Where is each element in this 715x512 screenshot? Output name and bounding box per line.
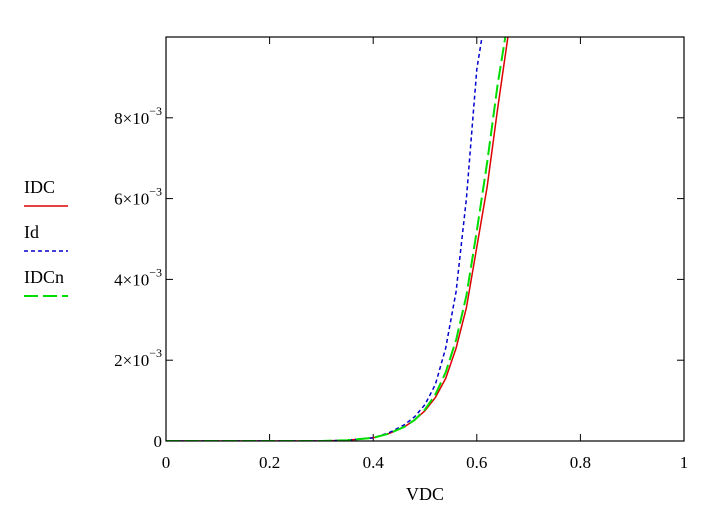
x-axis-ticks: 0 0.2 0.4 0.6 0.8 1 [162, 37, 689, 472]
plot-area-frame [165, 36, 685, 442]
x-tick-label: 1 [680, 453, 689, 472]
legend-label-id: Id [24, 222, 39, 242]
series-line-id [166, 37, 483, 441]
y-tick-label: 2×10−3 [114, 346, 162, 370]
series-line-idc [166, 37, 509, 441]
x-tick-label: 0.2 [259, 453, 280, 472]
x-tick-label: 0.6 [466, 453, 487, 472]
x-axis-title: VDC [406, 484, 444, 504]
legend-label-idcn: IDCn [24, 267, 64, 287]
y-tick-label: 0 [154, 432, 163, 451]
y-axis-ticks: 0 2×10−3 4×10−3 6×10−3 8×10−3 [114, 104, 684, 451]
series-layer [166, 37, 509, 441]
y-tick-label: 6×10−3 [114, 185, 162, 209]
y-tick-label: 4×10−3 [114, 265, 162, 289]
y-tick-label: 8×10−3 [114, 104, 162, 128]
legend-label-idc: IDC [24, 177, 55, 197]
legend: IDC Id IDCn [24, 177, 68, 297]
x-tick-label: 0.4 [363, 453, 385, 472]
x-tick-label: 0.8 [570, 453, 591, 472]
series-line-idcn [166, 37, 507, 441]
x-tick-label: 0 [162, 453, 171, 472]
